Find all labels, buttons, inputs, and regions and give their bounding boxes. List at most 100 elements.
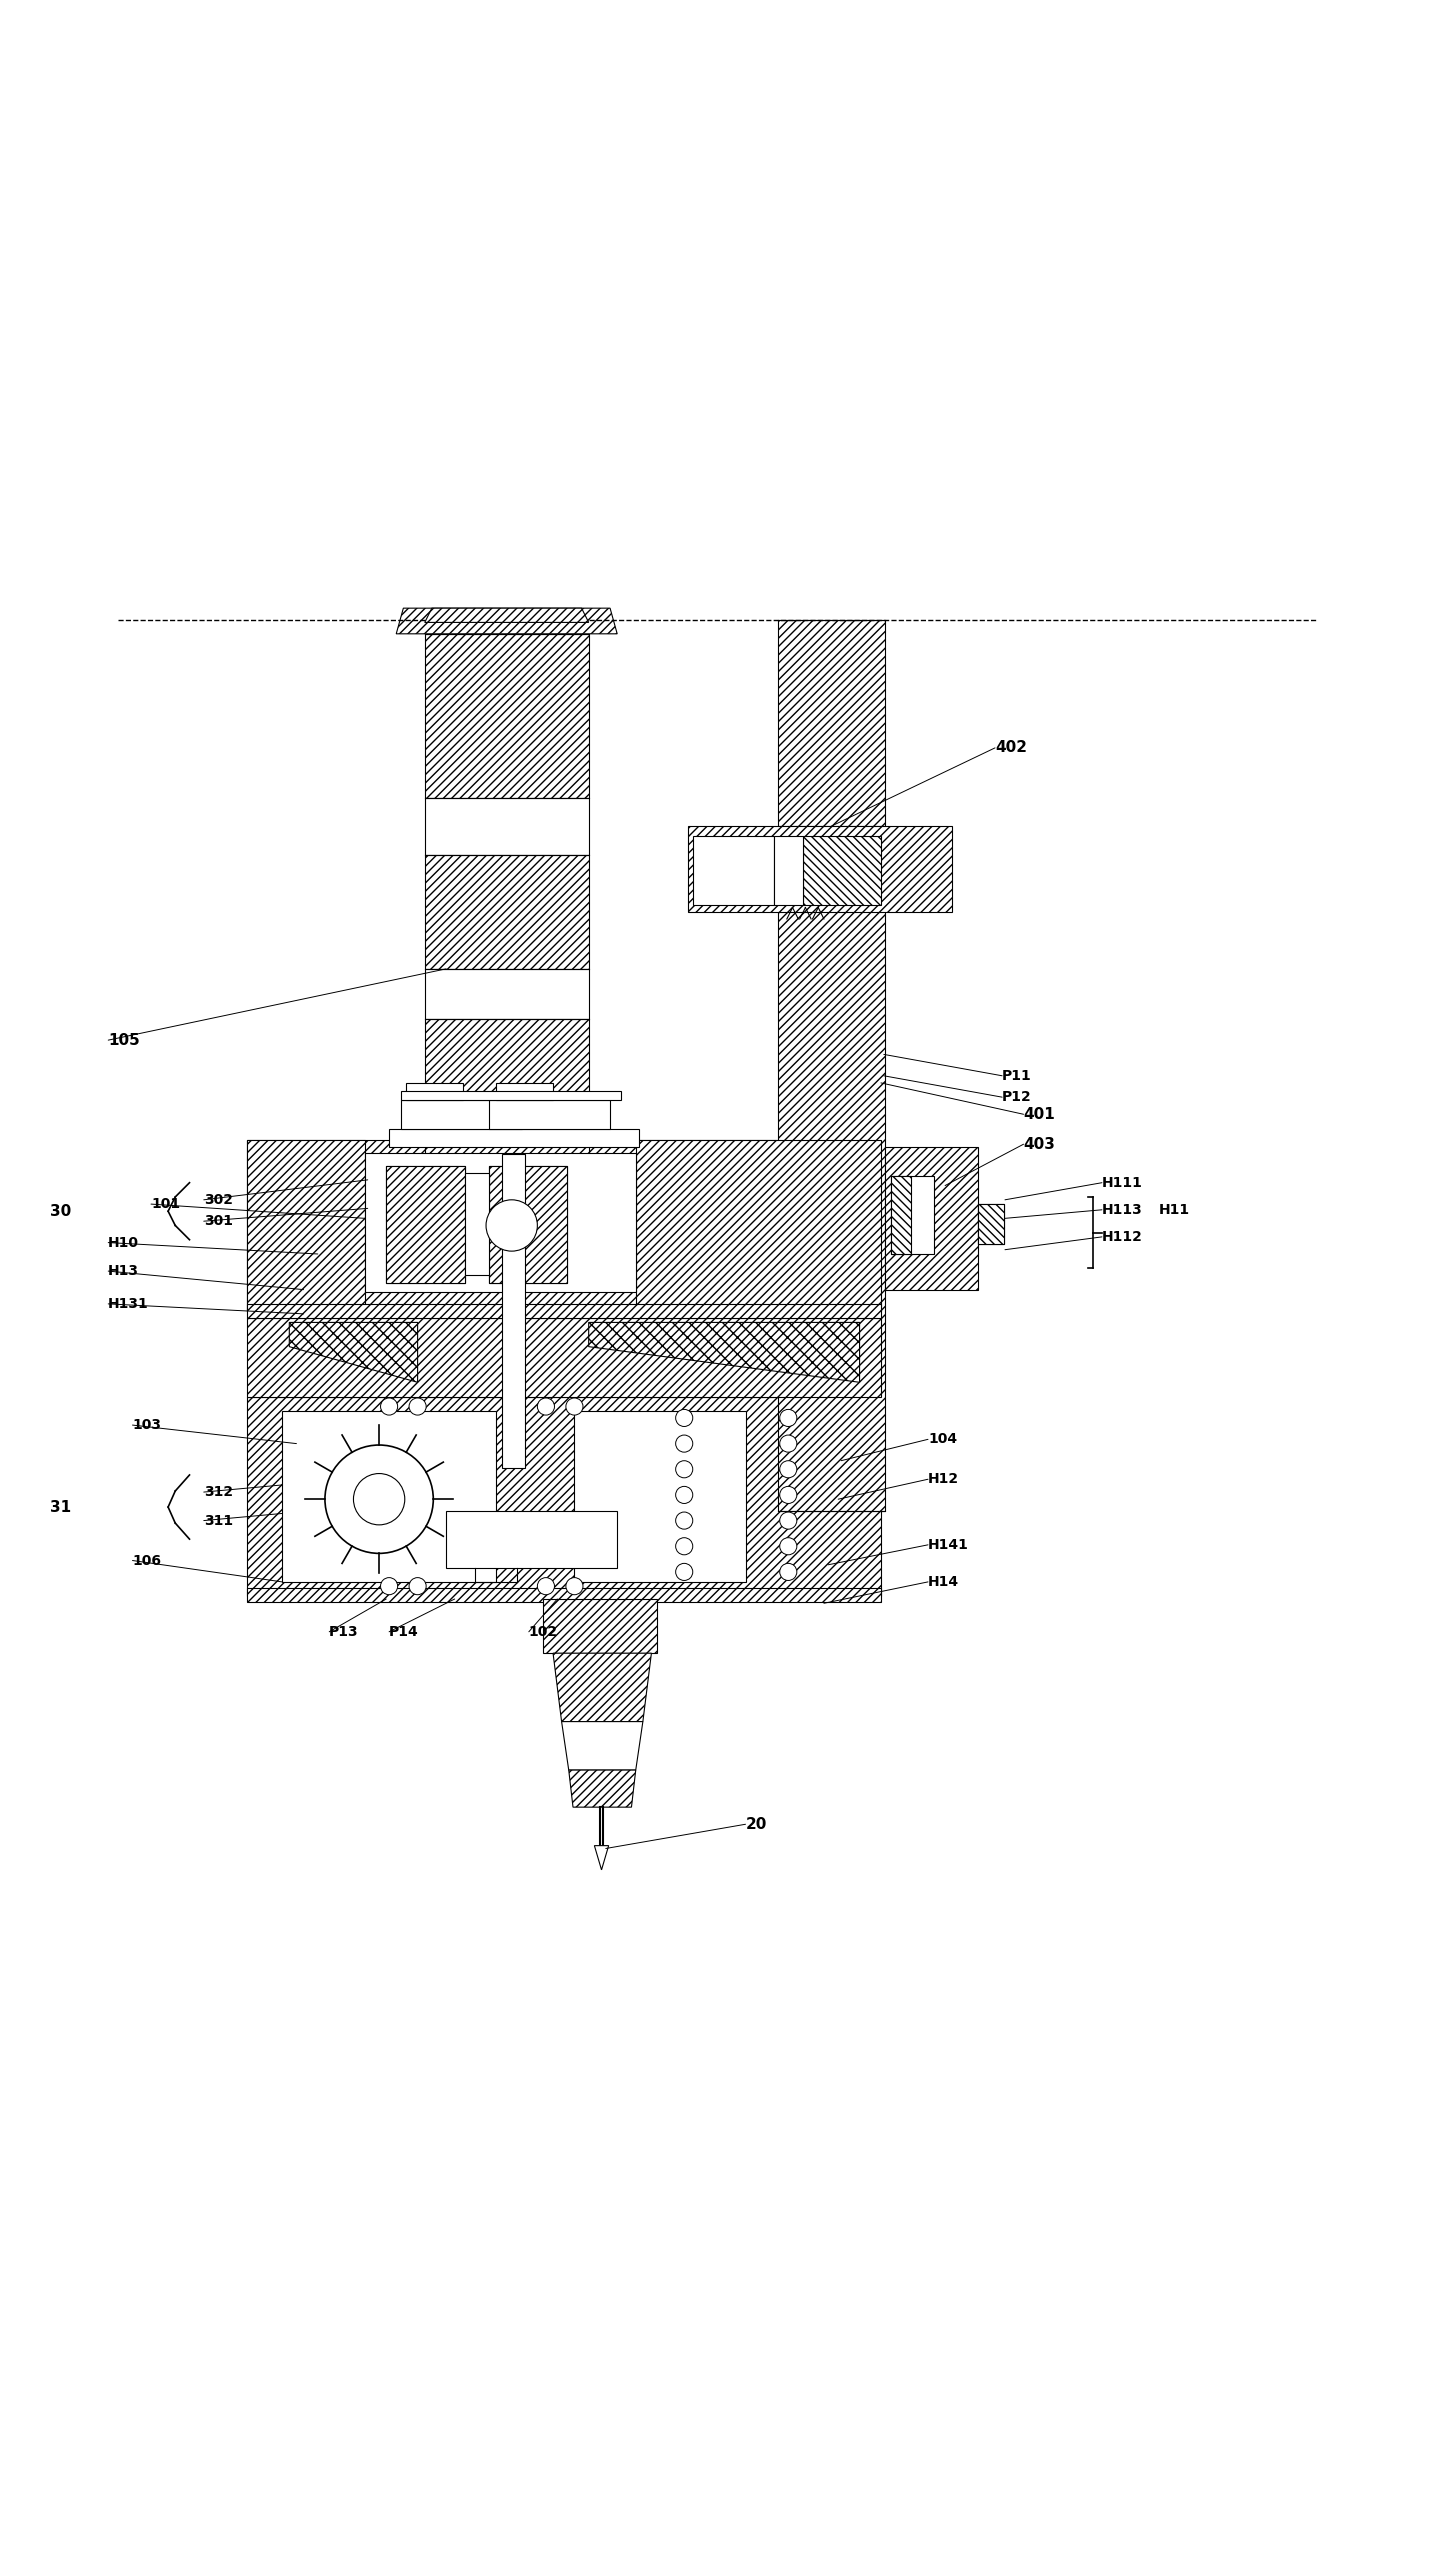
Circle shape [780, 1511, 797, 1529]
Circle shape [675, 1562, 693, 1580]
Text: P13: P13 [330, 1624, 358, 1639]
Polygon shape [290, 1324, 417, 1383]
Bar [406, 1082, 463, 1100]
Circle shape [409, 1398, 426, 1416]
Bar [247, 1588, 880, 1603]
Circle shape [780, 1485, 797, 1503]
Text: H14: H14 [928, 1575, 959, 1588]
Text: 104: 104 [928, 1431, 956, 1447]
Bar [688, 826, 952, 911]
Text: 311: 311 [204, 1513, 232, 1529]
Bar [891, 1175, 911, 1254]
Bar [400, 1093, 621, 1100]
Polygon shape [396, 608, 617, 634]
Text: H112: H112 [1101, 1229, 1143, 1244]
Bar [543, 1598, 657, 1654]
Circle shape [326, 1444, 433, 1554]
Text: 106: 106 [132, 1554, 162, 1567]
Circle shape [566, 1398, 584, 1416]
Bar [891, 1175, 934, 1254]
Text: H10: H10 [108, 1236, 139, 1249]
Bar [978, 1203, 1004, 1244]
Bar [465, 1172, 489, 1275]
Bar [774, 836, 803, 905]
Circle shape [675, 1459, 693, 1477]
Polygon shape [589, 1324, 859, 1383]
Bar [400, 1100, 522, 1129]
Text: 403: 403 [1024, 1136, 1055, 1152]
Polygon shape [569, 1770, 635, 1808]
Bar [247, 1139, 880, 1311]
Text: P11: P11 [1002, 1070, 1032, 1082]
Polygon shape [424, 608, 589, 623]
Circle shape [675, 1511, 693, 1529]
Circle shape [486, 1200, 538, 1252]
Circle shape [675, 1536, 693, 1554]
Text: H113: H113 [1101, 1203, 1143, 1216]
Circle shape [675, 1408, 693, 1426]
Bar [386, 1165, 465, 1282]
Circle shape [380, 1398, 397, 1416]
Text: H11: H11 [1159, 1203, 1190, 1216]
Text: P12: P12 [1002, 1090, 1032, 1103]
Circle shape [538, 1577, 555, 1595]
Bar [779, 621, 885, 1511]
Text: H111: H111 [1101, 1175, 1143, 1190]
Bar [364, 1152, 635, 1293]
Circle shape [780, 1536, 797, 1554]
Circle shape [780, 1408, 797, 1426]
Text: 301: 301 [204, 1213, 232, 1229]
Circle shape [353, 1472, 404, 1524]
Bar [489, 1165, 568, 1282]
Polygon shape [554, 1654, 651, 1721]
Text: P14: P14 [389, 1624, 419, 1639]
Bar [803, 836, 880, 905]
Text: 31: 31 [50, 1501, 70, 1516]
Circle shape [566, 1577, 584, 1595]
Circle shape [380, 1577, 397, 1595]
Text: H13: H13 [108, 1265, 139, 1277]
Text: 102: 102 [529, 1624, 558, 1639]
Text: 101: 101 [151, 1198, 181, 1211]
Bar [502, 1154, 525, 1467]
Bar [693, 836, 774, 905]
Bar [282, 1411, 496, 1583]
Polygon shape [562, 1721, 642, 1770]
Text: H12: H12 [928, 1472, 959, 1485]
Text: 103: 103 [132, 1418, 162, 1431]
Text: 401: 401 [1024, 1106, 1055, 1121]
Polygon shape [247, 1318, 880, 1395]
Text: H131: H131 [108, 1298, 149, 1311]
Circle shape [780, 1459, 797, 1477]
Bar [885, 1147, 978, 1290]
Bar [424, 1018, 589, 1175]
Bar [489, 1165, 568, 1282]
Text: 20: 20 [746, 1816, 767, 1831]
Circle shape [780, 1434, 797, 1452]
Bar [247, 1139, 364, 1311]
Bar [489, 1100, 609, 1129]
Bar [386, 1165, 465, 1282]
Circle shape [675, 1434, 693, 1452]
Circle shape [409, 1577, 426, 1595]
Circle shape [780, 1562, 797, 1580]
Text: 402: 402 [995, 741, 1027, 754]
Bar [978, 1203, 1004, 1244]
Bar [575, 1411, 746, 1583]
Text: H141: H141 [928, 1539, 969, 1552]
Text: 302: 302 [204, 1193, 232, 1206]
Bar [424, 798, 589, 854]
Circle shape [675, 1485, 693, 1503]
Bar [247, 1303, 880, 1318]
Text: 312: 312 [204, 1485, 232, 1498]
Bar [496, 1082, 554, 1100]
Circle shape [538, 1398, 555, 1416]
Bar [635, 1139, 880, 1311]
Bar [247, 1395, 880, 1595]
Polygon shape [594, 1847, 608, 1870]
Bar [424, 970, 589, 1018]
Bar [389, 1129, 638, 1147]
Bar [424, 634, 589, 798]
Bar [424, 854, 589, 970]
Bar [446, 1511, 617, 1567]
